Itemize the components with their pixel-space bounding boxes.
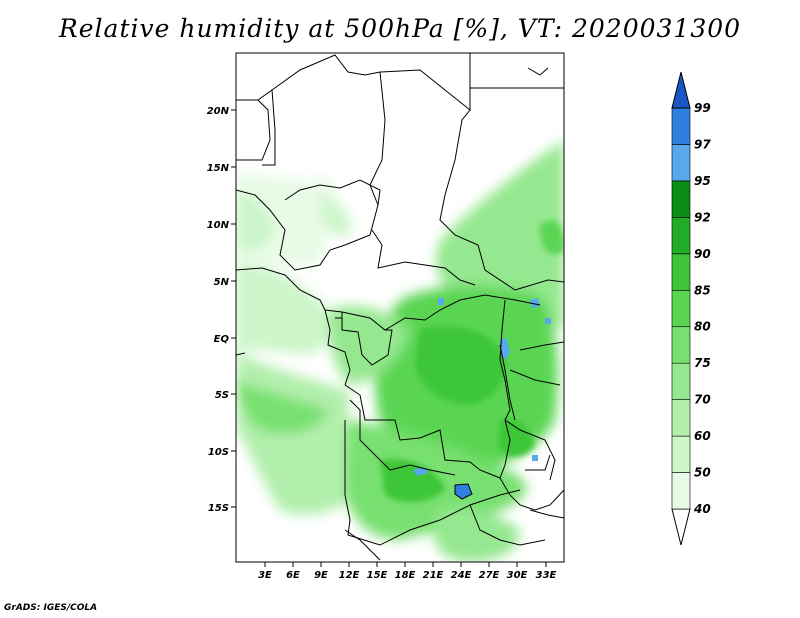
x-tick: 12E <box>339 562 360 581</box>
x-tick: 33E <box>536 562 557 581</box>
map-plot-area <box>236 53 564 562</box>
x-tick-label: 3E <box>258 570 272 581</box>
colorbar-label: 70 <box>694 393 711 407</box>
colorbar-segment <box>671 289 691 328</box>
y-tick-label: 5S <box>215 390 229 401</box>
x-tick-label: 27E <box>479 570 500 581</box>
colorbar-segment <box>671 472 691 510</box>
y-tick: 10S <box>208 447 236 458</box>
x-tick: 15E <box>367 562 388 581</box>
y-tick-label: 15N <box>207 163 230 174</box>
x-tick: 30E <box>507 562 528 581</box>
x-tick-label: 24E <box>451 570 472 581</box>
colorbar-lower-triangle <box>671 508 691 546</box>
colorbar-segment <box>671 107 691 145</box>
x-tick-label: 30E <box>507 570 528 581</box>
x-axis: 3E 6E 9E 12E 15E 18E 21E 24E 27E 30E 33E <box>258 562 557 581</box>
colorbar-segment <box>671 326 691 364</box>
x-tick-label: 6E <box>286 570 300 581</box>
colorbar-segment <box>671 435 691 473</box>
colorbar-label: 99 <box>694 101 711 115</box>
grads-credit: GrADS: IGES/COLA <box>4 603 98 613</box>
colorbar-label: 90 <box>694 247 711 261</box>
y-tick: 20N <box>207 106 236 117</box>
y-tick: EQ <box>214 334 236 345</box>
x-tick: 27E <box>479 562 500 581</box>
map-frame <box>235 52 565 563</box>
colorbar-label: 85 <box>694 283 711 297</box>
country-borders <box>236 53 564 561</box>
colorbar-label: 80 <box>694 320 711 334</box>
x-tick-label: 15E <box>367 570 388 581</box>
y-tick-label: 5N <box>214 277 230 288</box>
colorbar-label: 95 <box>694 174 711 188</box>
x-tick-label: 21E <box>423 570 444 581</box>
x-tick: 3E <box>258 562 272 581</box>
y-tick: 10N <box>207 220 236 231</box>
colorbar-label: 92 <box>694 210 711 224</box>
x-tick-label: 18E <box>395 570 416 581</box>
y-tick: 5N <box>214 277 236 288</box>
humidity-field <box>236 140 564 562</box>
x-tick-label: 9E <box>314 570 328 581</box>
x-tick-label: 12E <box>339 570 360 581</box>
x-tick: 18E <box>395 562 416 581</box>
y-axis: 20N 15N 10N 5N EQ 5S 10S 15S <box>207 106 236 514</box>
colorbar-label: 40 <box>693 502 711 516</box>
colorbar-segment <box>671 144 691 182</box>
colorbar-segment <box>671 180 691 218</box>
y-tick: 15N <box>207 163 236 174</box>
colorbar-label: 60 <box>694 429 711 443</box>
colorbar: 40 50 60 70 75 80 85 90 92 95 97 99 <box>671 71 711 546</box>
x-tick: 9E <box>314 562 328 581</box>
x-tick: 21E <box>423 562 444 581</box>
x-tick: 6E <box>286 562 300 581</box>
y-tick: 5S <box>215 390 236 401</box>
y-tick-label: EQ <box>214 334 230 345</box>
colorbar-segment <box>671 217 691 255</box>
y-tick-label: 20N <box>207 106 230 117</box>
x-tick: 24E <box>451 562 472 581</box>
colorbar-label: 75 <box>694 356 711 370</box>
y-tick-label: 15S <box>208 503 229 514</box>
y-tick: 15S <box>208 503 236 514</box>
colorbar-upper-triangle <box>671 71 691 109</box>
colorbar-segment <box>671 253 691 291</box>
y-tick-label: 10N <box>207 220 230 231</box>
colorbar-label: 50 <box>694 466 711 480</box>
map-title: Relative humidity at 500hPa [%], VT: 202… <box>58 14 742 43</box>
y-tick-label: 10S <box>208 447 229 458</box>
colorbar-segment <box>671 362 691 400</box>
colorbar-segment <box>671 399 691 437</box>
x-tick-label: 33E <box>536 570 557 581</box>
colorbar-label: 97 <box>694 137 711 151</box>
